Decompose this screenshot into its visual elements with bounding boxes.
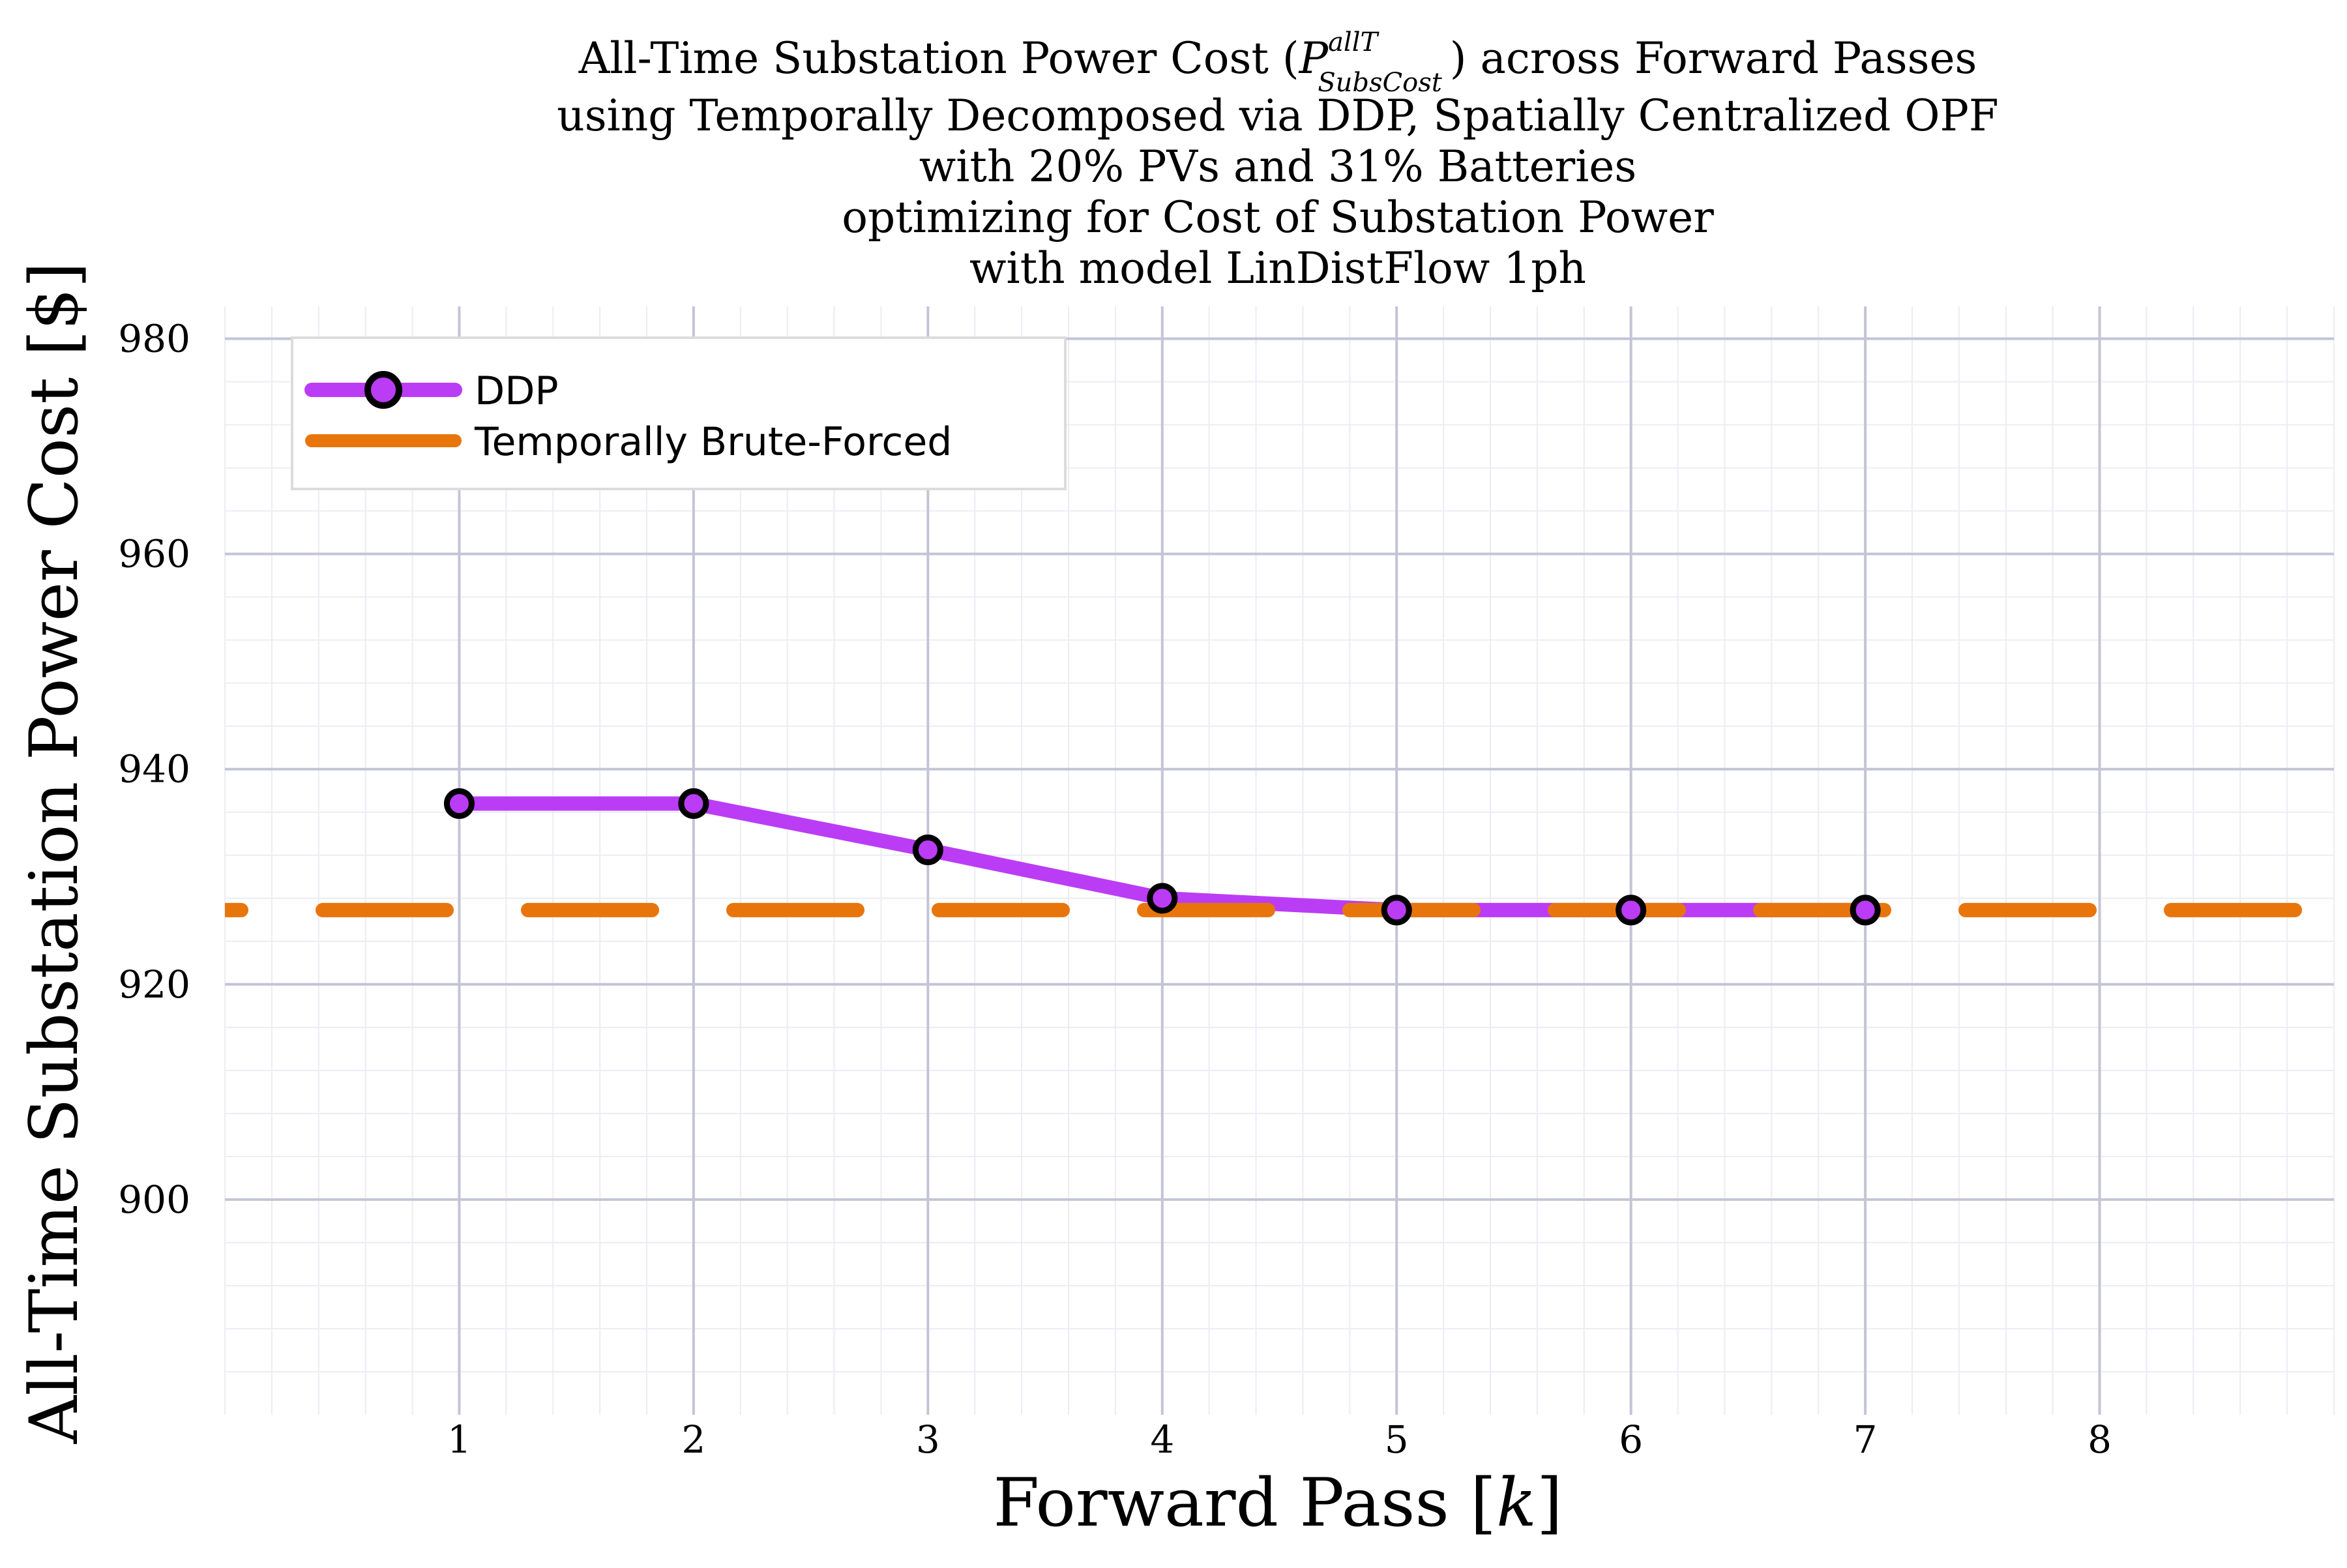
title-line-2: using Temporally Decomposed via DDP, Spa… [557,91,1998,141]
x-tick-label: 5 [1385,1417,1409,1462]
series-layer [225,796,2334,917]
title-line-1: All-Time Substation Power Cost (PallT Sub… [578,27,1977,98]
y-tick-label: 940 [118,747,190,791]
y-axis-title: All-Time Substation Power Cost [$] [16,262,93,1445]
legend-ddp-label: DDP [475,368,559,414]
title-line-3: with 20% PVs and 31% Batteries [919,141,1637,192]
legend: DDP Temporally Brute-Forced [291,336,1067,490]
y-tick-label: 960 [118,532,190,576]
y-tick-labels: 900 920 940 960 980 [118,317,190,1222]
ddp-point [1616,895,1647,926]
title-line-4: optimizing for Cost of Substation Power [842,192,1714,243]
marker-layer [443,788,1881,926]
ddp-point [678,788,709,820]
ddp-point [443,788,475,820]
title-line-5: with model LinDistFlow 1ph [969,243,1586,293]
y-tick-label: 900 [118,1177,190,1222]
x-tick-label: 4 [1150,1417,1174,1462]
x-tick-label: 8 [2088,1417,2112,1462]
ddp-point [912,834,943,865]
x-tick-label: 2 [681,1417,705,1462]
ddp-point [1850,895,1881,926]
ddp-point [1147,883,1178,914]
legend-brute-label: Temporally Brute-Forced [474,419,952,465]
ddp-point [1381,895,1412,926]
x-tick-label: 7 [1853,1417,1878,1462]
legend-box [291,336,1067,490]
x-tick-labels: 1 2 3 4 5 6 7 8 [447,1417,2112,1462]
chart-title: All-Time Substation Power Cost (PallT Sub… [557,27,1998,293]
x-axis-title: Forward Pass [k] [993,1464,1562,1542]
x-tick-label: 6 [1619,1417,1643,1462]
legend-ddp-marker [364,371,402,409]
x-tick-label: 1 [447,1417,471,1462]
x-tick-label: 3 [916,1417,940,1462]
y-tick-label: 920 [118,962,190,1007]
y-tick-label: 980 [118,317,190,361]
